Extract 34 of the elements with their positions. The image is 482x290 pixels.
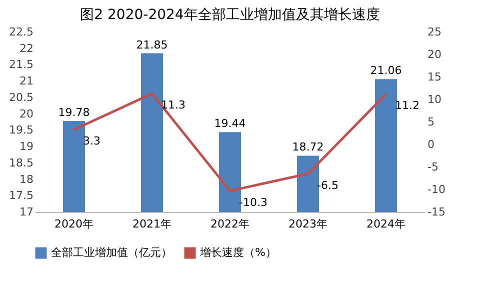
x-tick-label: 2023年 [288, 218, 328, 230]
data-label: 18.72 [292, 140, 324, 154]
chart-title: 图2 2020-2024年全部工业增加值及其增长速度 [80, 7, 380, 23]
x-tick-label: 2024年 [366, 218, 406, 230]
y-tick-label: 19 [20, 140, 34, 154]
y-tick-label: 17 [20, 206, 34, 218]
y2-tick-label: 0 [428, 138, 434, 151]
y-tick-label: 22 [20, 42, 34, 55]
y2-tick-label: -10 [428, 183, 446, 196]
y-tick-label: 19.5 [9, 124, 34, 137]
y-tick-label: 17.5 [9, 189, 34, 202]
y2-tick-label: 25 [428, 26, 442, 38]
y-tick-label: 20 [20, 107, 34, 120]
y-tick-label: 18.5 [9, 156, 34, 170]
legend-label: 全部工业增加值（亿元） [51, 246, 172, 259]
x-tick-label: 2022年 [210, 218, 250, 230]
data-label: 19.78 [58, 106, 90, 120]
y-tick-label: 21.5 [9, 58, 34, 72]
x-tick-label: 2021年 [132, 218, 172, 230]
legend-label: 增长速度（%） [199, 246, 276, 259]
y2-tick-label: 10 [428, 93, 442, 106]
y2-tick-label: 15 [428, 70, 442, 84]
y-tick-label: 20.5 [9, 90, 34, 104]
data-label: 21.06 [370, 64, 402, 78]
y-tick-label: 18 [20, 172, 34, 186]
y2-tick-label: -15 [428, 206, 446, 218]
y-tick-label: 22.5 [9, 26, 34, 38]
data-label: 19.44 [214, 117, 246, 130]
y2-tick-label: 20 [428, 48, 442, 61]
y-tick-label: 21 [20, 74, 34, 88]
x-tick-label: 2020年 [54, 218, 94, 230]
y2-tick-label: -5 [428, 160, 438, 174]
data-label: 21.85 [136, 38, 168, 52]
y2-tick-label: 5 [428, 116, 434, 128]
